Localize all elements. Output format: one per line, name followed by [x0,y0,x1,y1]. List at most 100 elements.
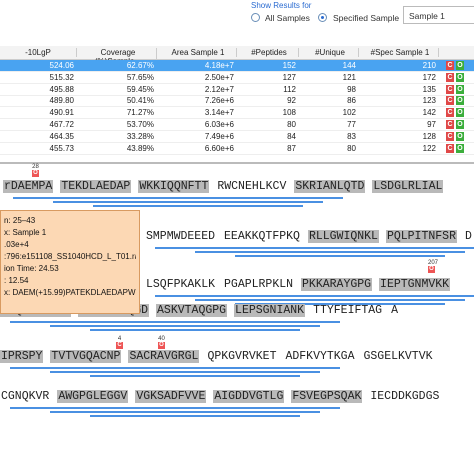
sequence-line: LSQFPKAKLK PGAPLRPKLN PKKARAYGPG IEPTGNMVKK [145,278,457,291]
residue-block: IPRSPY [0,350,44,363]
radio-label[interactable]: All Samples [265,13,310,23]
cell: 97 [427,120,436,129]
column-header[interactable]: -10LgP [0,48,77,57]
status-icon: O [456,84,464,94]
cell: 524.06 [49,61,74,70]
cell: 515.32 [49,72,74,82]
cell: 2.50e+7 [204,72,234,82]
residue-block: LEPSGNIANK [234,304,306,317]
table-row[interactable]: 495.88 59.45% 2.12e+7 112 98 135 C O [0,84,474,96]
tooltip-line: ion Time: 24.53 [4,264,59,273]
status-icon: C [446,120,454,129]
toolbar: Show Results for All Samples Specified S… [0,0,474,44]
residue-block: FSVEGPSQAK [291,390,363,403]
status-icon: C [446,108,454,118]
residue-block: rDAEMPA [3,180,54,193]
cell: 59.45% [126,84,154,94]
cell: 33.28% [126,131,154,141]
residue-block: AWGPGLEGGV [57,390,129,403]
table-row[interactable]: 490.91 71.27% 3.14e+7 108 102 142 C O [0,107,474,120]
residue-block: TEKDLAEDAP [60,180,132,193]
residue-block: RLLGWIQNKL [307,230,379,243]
peptide-coverage [13,197,343,199]
cell: 77 [347,120,356,129]
radio[interactable] [251,13,260,22]
peptide-coverage [10,367,340,369]
cell: 6.03e+6 [204,120,234,129]
peptide-coverage [90,329,300,331]
peptide-coverage [195,299,465,301]
column-header[interactable]: #Unique [302,48,359,57]
radio-label[interactable]: Specified Sample [333,13,400,23]
cell: 455.73 [49,143,74,153]
ptm-icon: C [116,342,123,349]
sequence-line: IPRSPY TVTVGQACNP SACRAVGRGL QPKGVRVKET ADFK… [0,350,441,363]
residue-block: A [391,304,398,317]
status-icon: C [446,72,454,82]
peptide-coverage [50,371,320,373]
residue-block: PQLPITNFSR [385,230,457,243]
column-header[interactable]: #Spec Sample 1 [362,48,439,57]
peptide-coverage [10,321,340,323]
cell: 464.35 [49,131,74,141]
peptide-coverage [53,201,323,203]
ptm-label: 207 [428,260,439,266]
tooltip-line: n: 25–43 [4,216,36,225]
status-icon: C [446,131,454,141]
status-icon: O [456,143,464,153]
peptide-coverage [155,295,474,297]
residue-block: ASKVTAQGPG [156,304,228,317]
cell: 144 [342,61,356,70]
cell: 7.26e+6 [204,96,234,106]
status-icon: O [456,108,464,118]
ptm-badge: 40 O [158,336,165,349]
residue-block: AIGDDVGTLG [213,390,285,403]
tooltip-line: x: DAEM(+15.99)PATEKDLAEDAPWKK [4,288,136,297]
cell: 2.12e+7 [204,84,234,94]
residue-block: TTYFEIFTAG [313,304,383,317]
table-row[interactable]: 464.35 33.28% 7.49e+6 84 83 128 C O [0,131,474,143]
cell: 142 [422,108,436,118]
cell: 121 [342,72,356,82]
table-row[interactable]: 467.72 53.70% 6.03e+6 80 77 97 C O [0,119,474,131]
column-header[interactable]: #Peptides [240,48,299,57]
residue-block: SMPMWDEEED [146,230,216,243]
cell: 135 [422,84,436,94]
status-icon: C [446,61,454,70]
residue-block: SKRIANLQTD [294,180,366,193]
cell: 112 [283,84,296,94]
column-header[interactable]: Area Sample 1 [160,48,237,57]
table-row[interactable]: 515.32 57.65% 2.50e+7 127 121 172 C O [0,72,474,84]
sequence-line: rDAEMPA TEKDLAEDAP WKKIQQNFTT RWCNEHLKCV SKR… [3,180,450,193]
table-row[interactable]: 524.06 62.67% 4.18e+7 152 144 210 C O [0,60,474,72]
tooltip-line: x: Sample 1 [4,228,47,237]
residue-block: LSQFPKAKLK [146,278,216,291]
cell: 3.14e+7 [204,108,234,118]
radio[interactable] [318,13,327,22]
ptm-badge: 207 O [428,260,438,273]
residue-block: PKKARAYGPG [301,278,373,291]
residue-block: IECDDKGDGS [370,390,440,403]
cell: 108 [282,108,296,118]
cell: 489.80 [49,96,74,106]
status-icon: C [446,143,454,153]
table-row[interactable]: 455.73 43.89% 6.60e+6 87 80 122 C O [0,143,474,155]
table-row[interactable]: 489.80 50.41% 7.26e+6 92 86 123 C O [0,95,474,108]
ptm-label: 40 [158,336,165,342]
cell: 128 [422,131,436,141]
ptm-label: 28 [32,164,39,170]
residue-block: VGKSADFVVE [135,390,207,403]
tooltip-line: : 12.54 [4,276,29,285]
ptm-label: 4 [117,336,122,342]
dropdown[interactable]: Sample 1 [403,6,474,24]
peptide-coverage [90,415,300,417]
ptm-icon: O [428,266,435,273]
cell: 62.67% [126,61,154,70]
peptide-coverage [155,247,474,249]
residue-block: QPKGVRVKET [207,350,277,363]
cell: 172 [422,72,436,82]
cell: 152 [282,61,296,70]
cell: 98 [347,84,356,94]
tooltip: n: 25–43 x: Sample 1 .03e+4:796:e151108_SS… [0,210,140,314]
